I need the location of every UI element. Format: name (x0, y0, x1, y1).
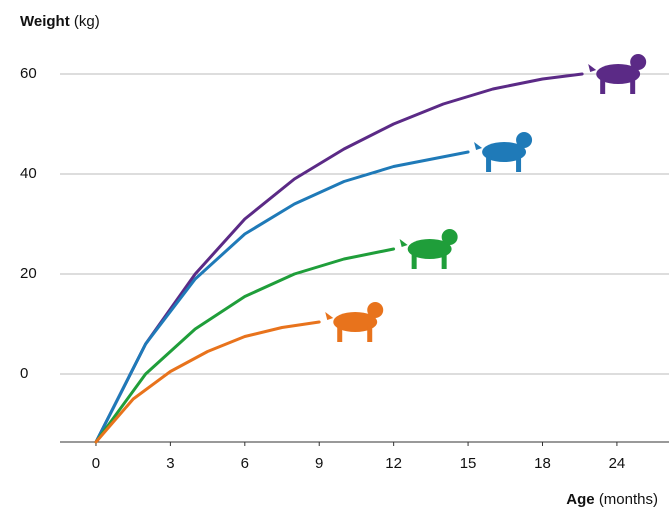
chart: Weight (kg) Age (months) 0 20 40 60 0 3 6 9 12 15… (0, 0, 669, 514)
line (96, 152, 468, 442)
y-label: Weight (20, 13, 70, 30)
y-tick-label: 0 (20, 365, 28, 382)
dog-part (516, 132, 532, 148)
dog-part (588, 64, 596, 72)
x-tick-label: 9 (315, 455, 323, 472)
x-unit: (months) (599, 491, 658, 508)
dog-icon (400, 229, 458, 269)
dog-part (600, 78, 605, 94)
dog-part (516, 156, 521, 172)
dog-part (400, 239, 408, 247)
dog-part (442, 253, 447, 269)
x-tick-label: 0 (92, 455, 100, 472)
line (96, 74, 582, 442)
y-axis-label: Weight (kg) (20, 13, 100, 30)
dog-icon (325, 302, 383, 342)
x-label: Age (566, 491, 594, 508)
y-unit: (kg) (74, 13, 100, 30)
x-tick-label: 6 (241, 455, 249, 472)
y-tick-label: 60 (20, 65, 37, 82)
x-axis-label: Age (months) (566, 491, 658, 508)
dog-part (474, 142, 482, 150)
dog-part (367, 302, 383, 318)
dog-part (630, 78, 635, 94)
dog-part (367, 326, 372, 342)
x-tick-label: 18 (534, 455, 551, 472)
line (96, 322, 319, 442)
dog-part (325, 312, 333, 320)
line (96, 249, 394, 442)
x-tick-label: 12 (385, 455, 402, 472)
dog-part (337, 326, 342, 342)
dog-part (412, 253, 417, 269)
dog-part (630, 54, 646, 70)
x-tick-label: 24 (609, 455, 626, 472)
x-tick-label: 3 (166, 455, 174, 472)
dog-icon (474, 132, 532, 172)
dog-part (442, 229, 458, 245)
dog-icon (588, 54, 646, 94)
y-tick-label: 40 (20, 165, 37, 182)
x-tick-label: 15 (460, 455, 477, 472)
dog-part (486, 156, 491, 172)
y-tick-label: 20 (20, 265, 37, 282)
